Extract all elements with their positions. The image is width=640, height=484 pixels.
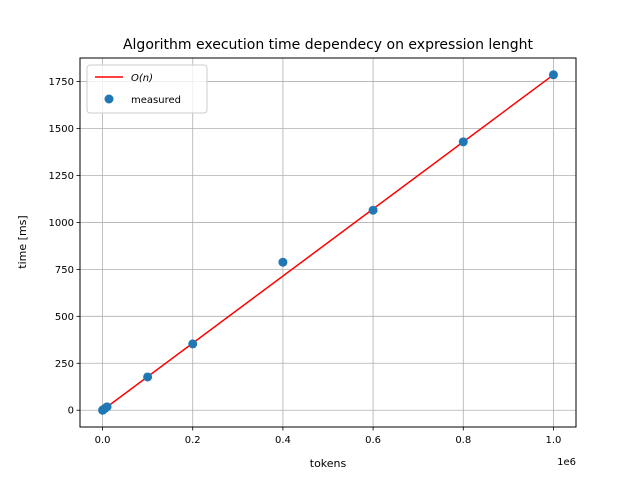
legend: O(n) measured — [86, 64, 208, 114]
x-tick-label: 0.0 — [95, 435, 111, 446]
measured-point — [143, 372, 153, 382]
y-tick-label: 750 — [55, 265, 74, 276]
measured-point — [368, 205, 378, 215]
ticks: 0.0 0.2 0.4 0.6 0.8 1.0 0 250 500 750 1000 1250 1500… — [49, 77, 562, 446]
x-axis-offset-label: 1e6 — [557, 457, 576, 468]
measured-point — [188, 339, 198, 349]
legend-point-label: measured — [131, 95, 181, 106]
y-tick-label: 1750 — [49, 77, 74, 88]
series-layer — [98, 70, 558, 415]
x-tick-label: 0.6 — [365, 435, 381, 446]
y-tick-label: 500 — [55, 312, 74, 323]
x-tick-label: 0.8 — [455, 435, 471, 446]
x-axis-label: tokens — [310, 457, 347, 470]
x-tick-label: 0.2 — [185, 435, 201, 446]
y-tick-label: 1500 — [49, 124, 74, 135]
y-tick-label: 1250 — [49, 171, 74, 182]
x-tick-label: 0.4 — [275, 435, 291, 446]
y-tick-label: 0 — [68, 406, 74, 417]
series-line-o-n — [102, 74, 554, 411]
plot-frame — [79, 57, 577, 428]
y-axis-label: time [ms] — [16, 215, 29, 268]
measured-point — [278, 257, 288, 267]
measured-point — [548, 70, 558, 80]
measured-point — [458, 137, 468, 147]
grid — [80, 58, 576, 427]
legend-point-swatch — [104, 94, 114, 104]
x-tick-label: 1.0 — [546, 435, 562, 446]
y-tick-label: 250 — [55, 359, 74, 370]
y-tick-label: 1000 — [49, 218, 74, 229]
measured-point — [102, 402, 112, 412]
chart-title: Algorithm execution time dependecy on ex… — [123, 37, 534, 53]
legend-line-label: O(n) — [131, 73, 153, 84]
